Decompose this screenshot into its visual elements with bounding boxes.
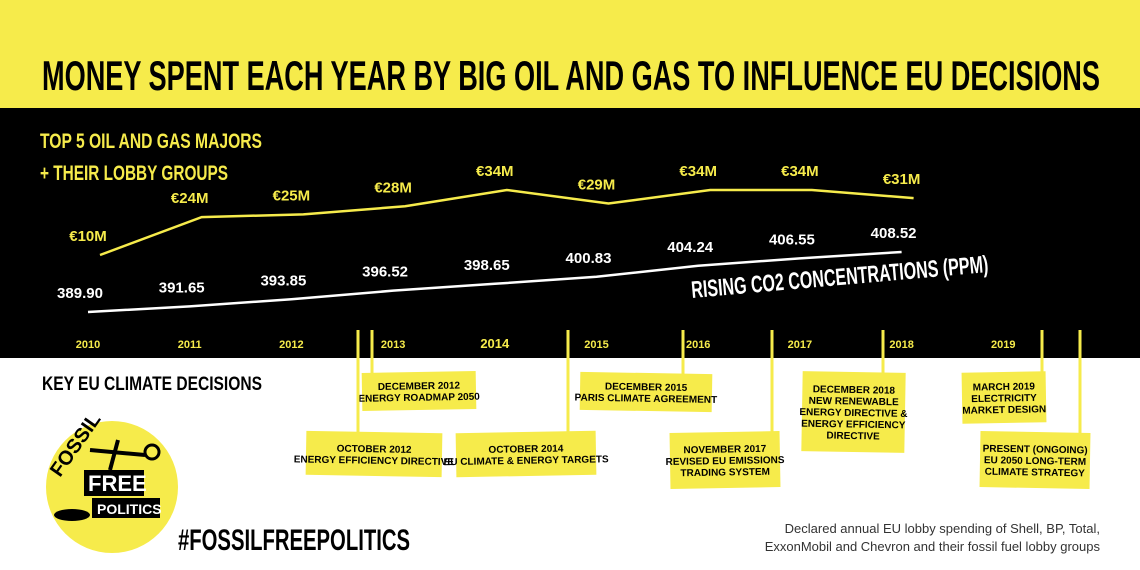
data-label: €29M [578,177,616,194]
decision-text: PARIS CLIMATE AGREEMENT [574,393,717,406]
series-line [99,188,914,257]
decision-text: OCTOBER 2014 [488,444,563,456]
data-label: €34M [476,163,514,180]
x-tick-label: 2011 [178,339,202,351]
decision-text: ENERGY EFFICIENCY [801,419,906,432]
data-label: €34M [781,163,819,180]
hashtag: #FOSSILFREEPOLITICS [178,524,410,557]
data-label: 400.83 [566,250,612,267]
decision-text: NEW RENEWABLE [809,396,900,409]
data-label: 389.90 [57,285,103,302]
logo-scissors [89,439,146,471]
data-label: €34M [679,163,717,180]
decision-text: ENERGY DIRECTIVE & [799,407,907,420]
data-label: 396.52 [362,264,408,281]
decision-box [579,371,713,413]
decision-box [305,430,443,478]
x-tick-label: 2012 [279,339,303,351]
x-tick-label: 2018 [889,339,913,351]
logo-text: POLITICS [97,501,162,517]
decision-box [361,371,477,411]
decision-text: PRESENT (ONGOING) [983,444,1088,457]
decision-text: ELECTRICITY [971,393,1037,405]
decision-text: DIRECTIVE [826,431,880,443]
logo-text: FREE [88,471,147,496]
decision-box [455,430,597,478]
x-tick-label: 2014 [480,336,510,351]
decision-text: ENERGY ROADMAP 2050 [358,392,480,405]
series-line [87,250,902,314]
decision-text: OCTOBER 2012 [337,444,412,456]
footnote: ExxonMobil and Chevron and their fossil … [765,539,1101,554]
data-label: 408.52 [871,225,917,242]
logo-box [92,498,160,518]
logo-box [84,470,144,496]
decisions-title: KEY EU CLIMATE DECISIONS [42,374,262,395]
decision-text: TRADING SYSTEM [680,467,770,480]
decision-text: NOVEMBER 2017 [683,444,766,456]
data-label: €28M [374,179,412,196]
data-label: 398.65 [464,257,510,274]
decision-text: EU 2050 LONG-TERM [984,455,1086,468]
decision-text: ENERGY EFFICIENCY DIRECTIVE [294,454,455,468]
data-label: 391.65 [159,279,205,296]
subtitle: TOP 5 OIL AND GAS MAJORS [40,130,262,153]
decision-text: DECEMBER 2018 [813,384,896,396]
data-label: €24M [171,190,209,207]
subtitle: + THEIR LOBBY GROUPS [40,162,228,185]
decision: PRESENT (ONGOING)EU 2050 LONG-TERMCLIMAT… [979,431,1091,489]
decision-text: DECEMBER 2012 [378,381,461,393]
decision-text: DECEMBER 2015 [605,382,688,394]
data-label: 393.85 [260,272,306,289]
x-tick-label: 2016 [686,339,710,351]
decision-box [979,431,1091,489]
x-tick-label: 2017 [788,339,812,351]
x-tick-label: 2019 [991,339,1015,351]
footnote: Declared annual EU lobby spending of She… [785,521,1100,536]
chart-band [0,108,1140,358]
title-band [0,0,1140,108]
data-label: €10M [69,228,107,245]
decision-text: REVISED EU EMISSIONS [665,455,784,468]
decision-box [961,371,1047,424]
decision-text: EU CLIMATE & ENERGY TARGETS [444,454,610,468]
x-tick-label: 2010 [76,339,100,351]
x-tick-label: 2013 [381,339,405,351]
data-label: 404.24 [667,239,714,256]
chart-title: MONEY SPENT EACH YEAR BY BIG OIL AND GAS… [42,52,1100,99]
decision-text: MARCH 2019 [973,381,1036,393]
decision-box [669,431,781,489]
data-label: €31M [883,171,921,188]
data-label: 406.55 [769,231,815,248]
x-tick-label: 2015 [584,339,608,351]
decision-text: MARKET DESIGN [962,404,1046,416]
decision-text: CLIMATE STRATEGY [985,467,1086,480]
decision-box [801,371,906,453]
data-label: €25M [273,187,311,204]
logo-drop [54,509,90,521]
logo-scissors [143,443,161,461]
